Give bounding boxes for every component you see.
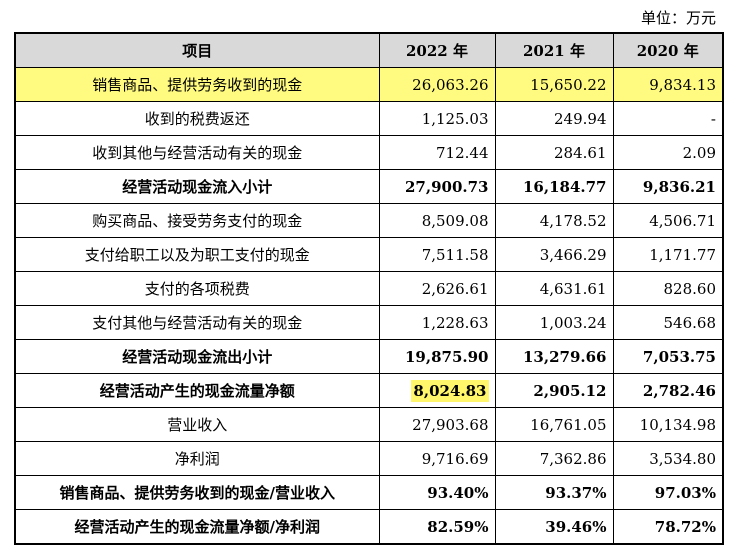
cell-2021: 4,178.52 bbox=[494, 203, 614, 238]
table-row-ratio: 经营活动产生的现金流量净额/净利润 82.59% 39.46% 78.72% bbox=[14, 509, 724, 545]
row-label: 购买商品、接受劳务支付的现金 bbox=[14, 203, 380, 238]
cell-2021: 13,279.66 bbox=[494, 339, 614, 374]
row-label: 支付其他与经营活动有关的现金 bbox=[14, 305, 380, 340]
row-label: 支付的各项税费 bbox=[14, 271, 380, 306]
cell-2022: 82.59% bbox=[378, 509, 496, 545]
cell-2020: 546.68 bbox=[612, 305, 724, 340]
cell-2021: 1,003.24 bbox=[494, 305, 614, 340]
cell-2022: 1,228.63 bbox=[378, 305, 496, 340]
row-label: 净利润 bbox=[14, 441, 380, 476]
table-row: 收到其他与经营活动有关的现金 712.44 284.61 2.09 bbox=[14, 135, 724, 170]
cell-2022: 19,875.90 bbox=[378, 339, 496, 374]
cell-2020: 1,171.77 bbox=[612, 237, 724, 272]
cell-2020: 3,534.80 bbox=[612, 441, 724, 476]
row-label: 经营活动产生的现金流量净额 bbox=[14, 373, 380, 408]
cell-2020: 10,134.98 bbox=[612, 407, 724, 442]
cell-2022: 8,509.08 bbox=[378, 203, 496, 238]
row-label: 支付给职工以及为职工支付的现金 bbox=[14, 237, 380, 272]
cell-2021: 16,184.77 bbox=[494, 169, 614, 204]
row-label: 经营活动产生的现金流量净额/净利润 bbox=[14, 509, 380, 545]
row-label: 销售商品、提供劳务收到的现金/营业收入 bbox=[14, 475, 380, 510]
table-row: 支付其他与经营活动有关的现金 1,228.63 1,003.24 546.68 bbox=[14, 305, 724, 340]
row-label: 经营活动现金流入小计 bbox=[14, 169, 380, 204]
cell-2021: 4,631.61 bbox=[494, 271, 614, 306]
unit-label: 单位：万元 bbox=[640, 9, 716, 27]
cell-2021: 249.94 bbox=[494, 101, 614, 136]
cell-2020: 7,053.75 bbox=[612, 339, 724, 374]
table-row: 净利润 9,716.69 7,362.86 3,534.80 bbox=[14, 441, 724, 476]
cell-2022: 26,063.26 bbox=[378, 67, 496, 102]
table-row: 支付给职工以及为职工支付的现金 7,511.58 3,466.29 1,171.… bbox=[14, 237, 724, 272]
row-label: 收到的税费返还 bbox=[14, 101, 380, 136]
row-label: 营业收入 bbox=[14, 407, 380, 442]
table-row: 营业收入 27,903.68 16,761.05 10,134.98 bbox=[14, 407, 724, 442]
table-row: 购买商品、接受劳务支付的现金 8,509.08 4,178.52 4,506.7… bbox=[14, 203, 724, 238]
table-row-ratio: 销售商品、提供劳务收到的现金/营业收入 93.40% 93.37% 97.03% bbox=[14, 475, 724, 510]
cell-2022: 27,903.68 bbox=[378, 407, 496, 442]
cell-2022: 712.44 bbox=[378, 135, 496, 170]
cell-2021: 284.61 bbox=[494, 135, 614, 170]
table-row: 销售商品、提供劳务收到的现金 26,063.26 15,650.22 9,834… bbox=[14, 67, 724, 102]
table-row-subtotal: 经营活动现金流入小计 27,900.73 16,184.77 9,836.21 bbox=[14, 169, 724, 204]
cell-2021: 39.46% bbox=[494, 509, 614, 545]
cell-2021: 3,466.29 bbox=[494, 237, 614, 272]
cell-2022: 93.40% bbox=[378, 475, 496, 510]
cell-2022: 2,626.61 bbox=[378, 271, 496, 306]
cash-flow-table: 项目 2022 年 2021 年 2020 年 销售商品、提供劳务收到的现金 2… bbox=[14, 32, 724, 545]
header-year-2021: 2021 年 bbox=[494, 32, 614, 68]
cell-2022: 1,125.03 bbox=[378, 101, 496, 136]
header-year-2020: 2020 年 bbox=[612, 32, 724, 68]
table-row-net: 经营活动产生的现金流量净额 8,024.83 2,905.12 2,782.46 bbox=[14, 373, 724, 408]
cell-2021: 2,905.12 bbox=[494, 373, 614, 408]
row-label: 经营活动现金流出小计 bbox=[14, 339, 380, 374]
highlighted-value: 8,024.83 bbox=[411, 379, 489, 402]
table-row: 收到的税费返还 1,125.03 249.94 - bbox=[14, 101, 724, 136]
cell-2020: 97.03% bbox=[612, 475, 724, 510]
cell-2020: 78.72% bbox=[612, 509, 724, 545]
cell-2020: 4,506.71 bbox=[612, 203, 724, 238]
header-year-2022: 2022 年 bbox=[378, 32, 496, 68]
cell-2020: 9,834.13 bbox=[612, 67, 724, 102]
cell-2021: 93.37% bbox=[494, 475, 614, 510]
cell-2020: 828.60 bbox=[612, 271, 724, 306]
table-header-row: 项目 2022 年 2021 年 2020 年 bbox=[14, 32, 724, 68]
cell-2020: 2,782.46 bbox=[612, 373, 724, 408]
cell-2022: 9,716.69 bbox=[378, 441, 496, 476]
cell-2020: - bbox=[612, 101, 724, 136]
table-row-subtotal: 经营活动现金流出小计 19,875.90 13,279.66 7,053.75 bbox=[14, 339, 724, 374]
cell-2021: 16,761.05 bbox=[494, 407, 614, 442]
row-label: 销售商品、提供劳务收到的现金 bbox=[14, 67, 380, 102]
cell-2021: 7,362.86 bbox=[494, 441, 614, 476]
cell-2021: 15,650.22 bbox=[494, 67, 614, 102]
table-row: 支付的各项税费 2,626.61 4,631.61 828.60 bbox=[14, 271, 724, 306]
cell-2022: 7,511.58 bbox=[378, 237, 496, 272]
cell-2022: 8,024.83 bbox=[378, 373, 496, 408]
cell-2022: 27,900.73 bbox=[378, 169, 496, 204]
cell-2020: 2.09 bbox=[612, 135, 724, 170]
cell-2020: 9,836.21 bbox=[612, 169, 724, 204]
header-item: 项目 bbox=[14, 32, 380, 68]
row-label: 收到其他与经营活动有关的现金 bbox=[14, 135, 380, 170]
